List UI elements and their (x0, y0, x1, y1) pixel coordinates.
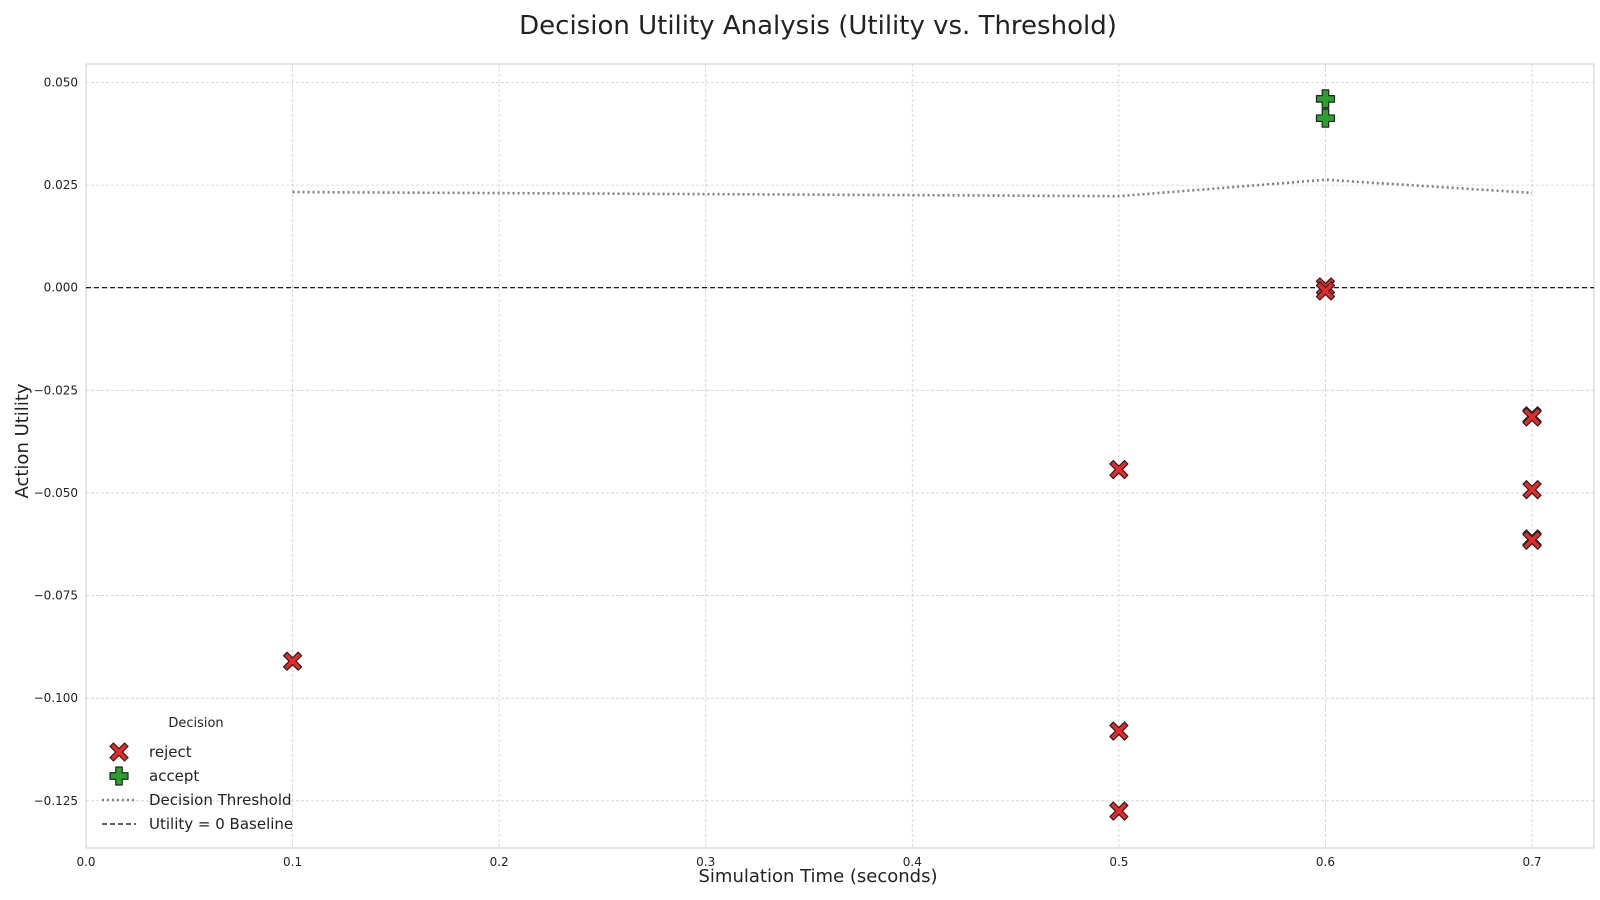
accept-point (1315, 108, 1336, 128)
y-tick-label: 0.025 (44, 178, 78, 192)
accept-point (1315, 89, 1336, 109)
grid-lines (85, 63, 1595, 849)
x-tick-label: 0.4 (903, 855, 922, 869)
reject-point (1315, 281, 1336, 301)
x-tick-label: 0.6 (1316, 855, 1335, 869)
axis-ticks: 0.0 0.1 0.2 0.3 0.4 0.5 0.6 0.7 0.050 0.025 0.000 −… (34, 75, 1542, 869)
reject-point (1522, 480, 1542, 500)
y-tick-label: −0.025 (34, 383, 78, 397)
x-tick-label: 0.3 (696, 855, 715, 869)
reject-point (1109, 721, 1129, 741)
chart-title: Decision Utility Analysis (Utility vs. T… (519, 11, 1117, 41)
legend-label: reject (149, 743, 192, 761)
reject-point (282, 651, 303, 671)
y-tick-label: 0.050 (44, 75, 78, 89)
plot-area (86, 89, 1594, 821)
legend-label: Utility = 0 Baseline (149, 815, 293, 833)
x-tick-label: 0.0 (76, 855, 95, 869)
plot-frame (85, 63, 1595, 849)
legend-swatch-accept (109, 766, 129, 786)
x-tick-label: 0.2 (490, 855, 509, 869)
x-tick-label: 0.1 (283, 855, 302, 869)
reject-point (1522, 530, 1542, 550)
reject-point (1109, 459, 1129, 480)
reject-point (1522, 407, 1542, 427)
y-tick-label: −0.075 (34, 589, 78, 603)
x-axis-label: Simulation Time (seconds) (699, 866, 938, 887)
legend-label: Decision Threshold (149, 791, 292, 809)
x-tick-label: 0.5 (1109, 855, 1128, 869)
y-tick-label: −0.125 (34, 794, 78, 808)
y-tick-label: −0.100 (34, 691, 78, 705)
y-tick-label: −0.050 (34, 486, 78, 500)
legend-swatch-reject (109, 742, 129, 762)
reject-point (1109, 801, 1129, 821)
x-tick-label: 0.7 (1522, 855, 1541, 869)
legend-label: accept (149, 767, 199, 785)
legend: Decision reject accept Decision Threshold Ut… (102, 716, 293, 833)
legend-title: Decision (168, 716, 223, 731)
y-tick-label: 0.000 (44, 281, 78, 295)
y-axis-label: Action Utility (12, 383, 33, 498)
